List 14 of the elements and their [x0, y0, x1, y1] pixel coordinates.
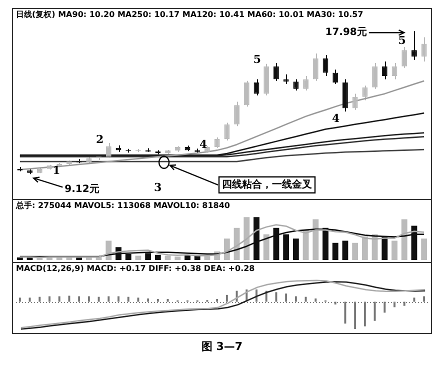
annotation: 1 — [52, 164, 60, 177]
text: 9.12元 — [64, 182, 100, 195]
annotation: 2 — [96, 132, 104, 146]
text: 四线粘合，一线金叉 — [222, 178, 313, 190]
annotation: 5 — [398, 34, 406, 48]
annotation: 5 — [253, 53, 262, 66]
annotation: 4 — [332, 112, 340, 126]
annotation: 4 — [200, 138, 208, 151]
caption: 图 3—7 — [200, 340, 244, 354]
text: 3 — [154, 181, 162, 194]
chart-title: 总手: 275044 MAVOL5: 113068 MAVOL10: 81840 — [14, 200, 231, 212]
annotation: 17.98元 — [325, 26, 367, 38]
chart-title: MACD(12,26,9) MACD: +0.17 DIFF: +0.38 DEA: +0.28 — [15, 263, 256, 275]
chart-title: 日线(复权) MA90: 10.20 MA250: 10.17 MA120: 10.41 MA60: 10.01 MA30: 10.57 — [15, 9, 364, 21]
